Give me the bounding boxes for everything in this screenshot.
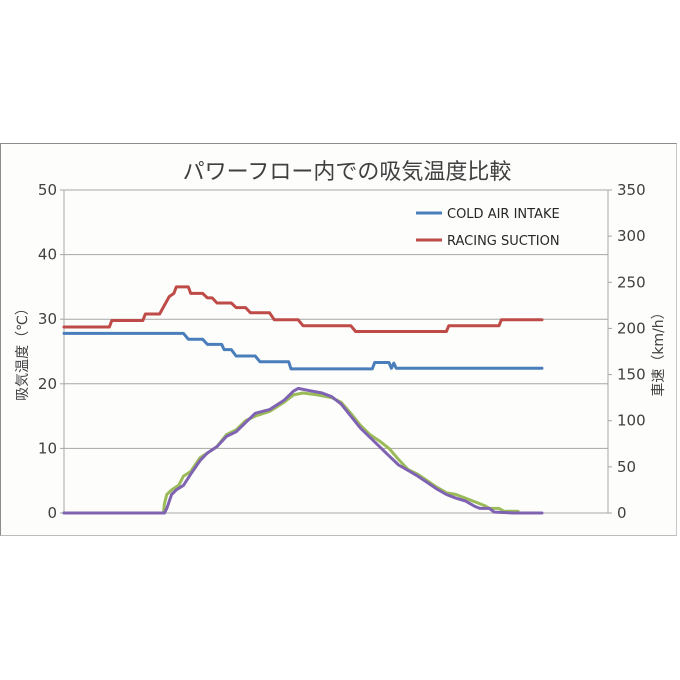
right-tick-label: 150 <box>617 366 646 384</box>
right-tick-label: 100 <box>617 412 646 430</box>
right-tick-label: 250 <box>617 273 646 291</box>
legend-item-racing-suction: RACING SUCTION <box>416 234 560 249</box>
series-line-cold-air-intake <box>62 331 544 371</box>
legend-label: RACING SUCTION <box>447 234 560 249</box>
left-tick-label: 50 <box>38 181 57 199</box>
left-tick-label: 20 <box>38 375 57 393</box>
left-axis-ticks: 0 10 20 30 40 50 <box>38 181 64 522</box>
series-line-racing-suction <box>62 285 544 333</box>
right-axis-title: 車速（km/h） <box>650 305 667 396</box>
right-tick-label: 50 <box>617 458 636 476</box>
right-tick-label: 300 <box>617 227 646 245</box>
legend-item-cold-air-intake: COLD AIR INTAKE <box>416 207 560 222</box>
chart-frame <box>0 143 677 536</box>
left-axis-title: 吸気温度（℃） <box>15 301 31 401</box>
series-line-speed-b-purple <box>62 386 544 515</box>
legend: COLD AIR INTAKE RACING SUCTION <box>416 207 560 249</box>
left-tick-label: 40 <box>38 246 57 264</box>
left-tick-label: 10 <box>38 439 57 457</box>
right-tick-label: 350 <box>617 181 646 199</box>
right-tick-label: 0 <box>617 504 627 522</box>
series-lines <box>62 285 544 515</box>
chart-title: パワーフロー内での吸気温度比較 <box>183 160 512 185</box>
left-tick-label: 0 <box>47 504 57 522</box>
left-tick-label: 30 <box>38 310 57 328</box>
right-tick-label: 200 <box>617 319 646 337</box>
legend-label: COLD AIR INTAKE <box>447 207 560 222</box>
right-axis-ticks: 0 50 100 150 200 250 300 350 <box>608 181 646 522</box>
